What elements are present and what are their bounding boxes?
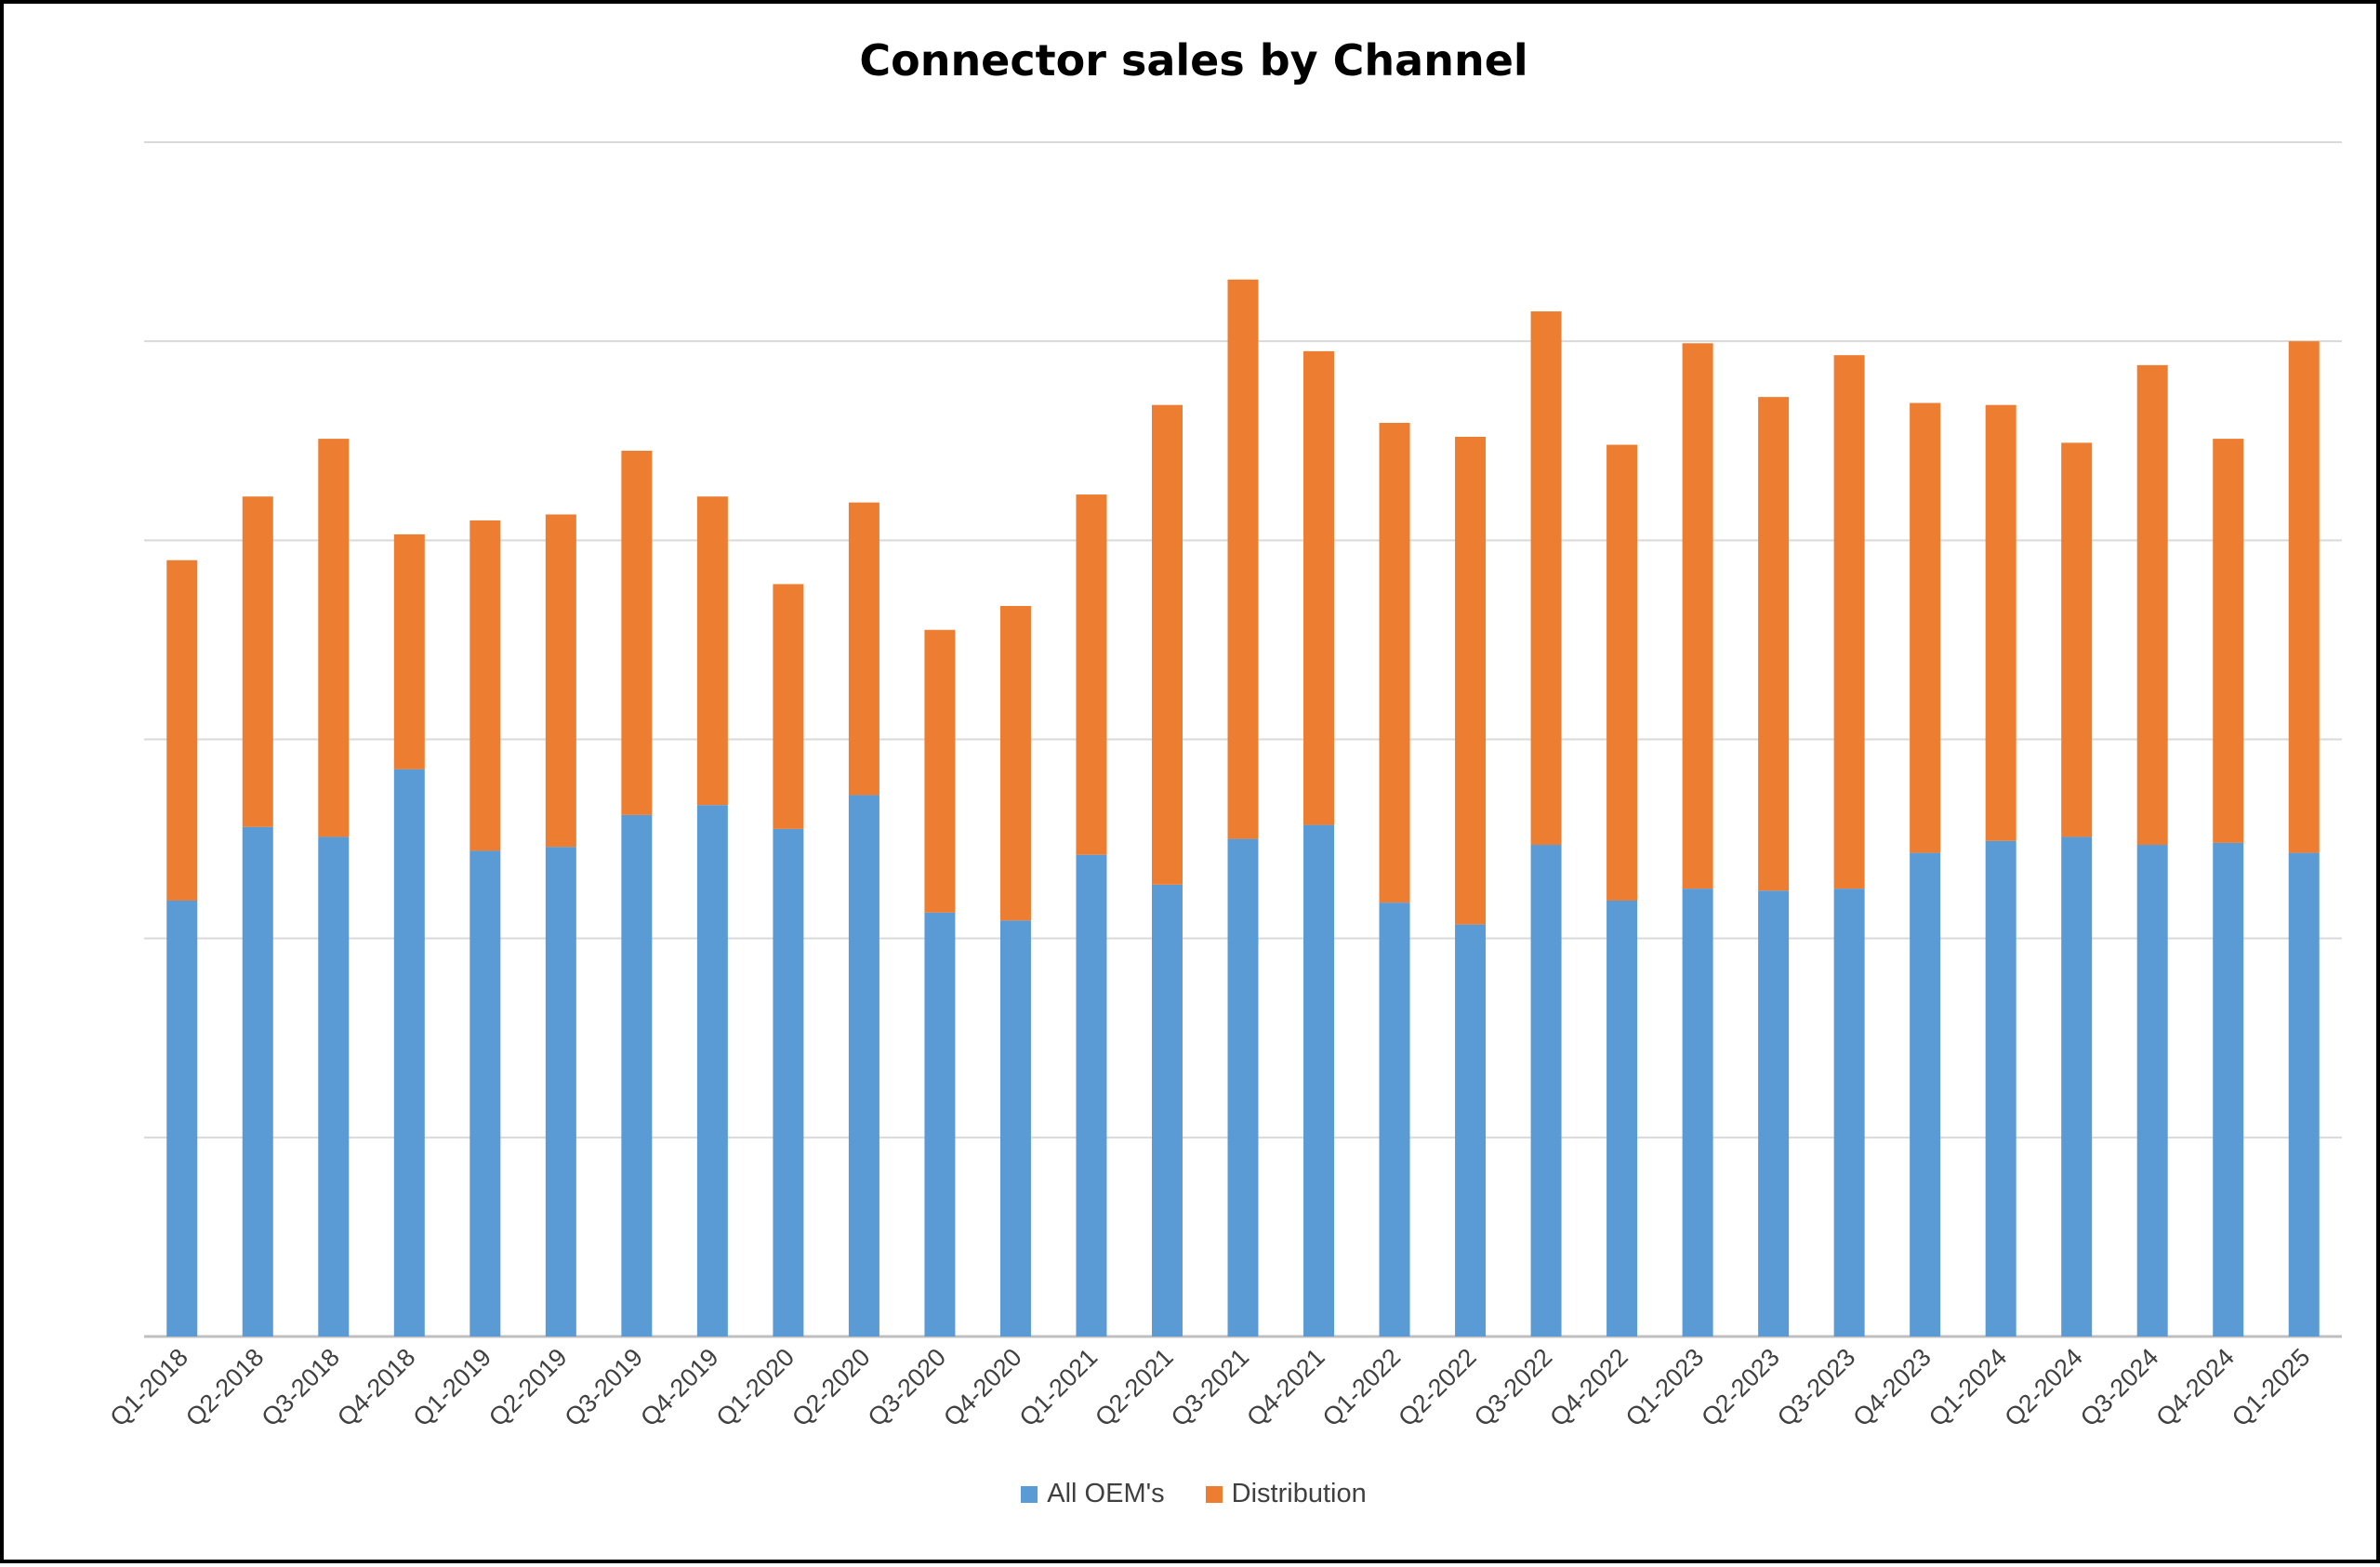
bar-distribution-q2-2022 — [1455, 436, 1487, 925]
bar-distribution-q3-2024 — [2136, 364, 2168, 846]
legend-label-oem: All OEM's — [1047, 1479, 1165, 1508]
bar-distribution-q1-2022 — [1379, 422, 1410, 903]
x-tick-label: Q3-2021 — [1166, 1343, 1255, 1432]
bar-distribution-q1-2021 — [1076, 494, 1107, 855]
x-tick-label: Q2-2023 — [1696, 1343, 1785, 1432]
bar-distribution-q1-2024 — [1985, 404, 2016, 841]
plot-area: Q1-2018Q2-2018Q3-2018Q4-2018Q1-2019Q2-20… — [104, 141, 2342, 1432]
x-tick-label: Q2-2024 — [1999, 1343, 2088, 1432]
bar-oem-q1-2024 — [1985, 840, 2016, 1337]
bar-distribution-q3-2022 — [1530, 311, 1562, 846]
bar-distribution-q2-2020 — [848, 502, 879, 796]
bar-oem-q3-2019 — [621, 814, 653, 1337]
bar-oem-q1-2022 — [1379, 902, 1410, 1337]
x-tick-label: Q2-2018 — [180, 1343, 270, 1432]
x-tick-label: Q2-2021 — [1090, 1343, 1179, 1432]
x-tick-label: Q4-2022 — [1544, 1343, 1633, 1432]
bar-oem-q2-2018 — [242, 826, 273, 1337]
legend-label-distribution: Distribution — [1231, 1479, 1367, 1508]
bar-oem-q3-2020 — [924, 912, 956, 1337]
bar-oem-q1-2023 — [1682, 889, 1713, 1337]
bar-distribution-q1-2025 — [2288, 341, 2320, 853]
chart-title: Connector sales by Channel — [859, 35, 1528, 86]
x-tick-label: Q3-2020 — [863, 1343, 952, 1432]
bar-oem-q4-2018 — [393, 769, 425, 1337]
bar-oem-q3-2022 — [1530, 845, 1562, 1337]
bar-oem-q2-2019 — [545, 847, 576, 1337]
x-tick-label: Q1-2023 — [1620, 1343, 1710, 1432]
bar-distribution-q1-2020 — [773, 584, 804, 829]
bar-oem-q4-2021 — [1303, 824, 1335, 1337]
x-tick-label: Q3-2023 — [1772, 1343, 1861, 1432]
legend-swatch-distribution — [1205, 1485, 1223, 1503]
bar-distribution-q4-2020 — [999, 606, 1031, 921]
bar-distribution-q2-2024 — [2061, 442, 2093, 837]
x-tick-label: Q2-2019 — [483, 1343, 573, 1432]
x-tick-label: Q1-2022 — [1317, 1343, 1407, 1432]
bar-oem-q3-2018 — [318, 836, 350, 1337]
legend-item-distribution[interactable]: Distribution — [1205, 1479, 1367, 1509]
bar-oem-q1-2019 — [469, 850, 501, 1337]
bar-oem-q1-2020 — [773, 828, 804, 1337]
bar-distribution-q1-2019 — [469, 520, 501, 851]
bar-oem-q3-2023 — [1833, 889, 1865, 1337]
x-tick-label: Q4-2024 — [2150, 1343, 2240, 1432]
x-tick-label: Q4-2021 — [1241, 1343, 1330, 1432]
bar-oem-q1-2021 — [1076, 854, 1107, 1337]
bar-oem-q1-2018 — [166, 900, 198, 1337]
x-tick-label: Q1-2020 — [711, 1343, 800, 1432]
x-tick-label: Q3-2018 — [257, 1343, 346, 1432]
bar-oem-q2-2022 — [1455, 924, 1487, 1337]
bar-distribution-q2-2018 — [242, 496, 273, 827]
x-tick-label: Q1-2019 — [408, 1343, 497, 1432]
x-tick-label: Q4-2023 — [1847, 1343, 1937, 1432]
x-tick-label: Q1-2024 — [1924, 1343, 2013, 1432]
bar-distribution-q4-2023 — [1910, 402, 1941, 853]
bar-distribution-q3-2018 — [318, 439, 350, 837]
bar-distribution-q3-2019 — [621, 450, 653, 815]
x-tick-label: Q4-2019 — [635, 1343, 724, 1432]
bar-oem-q4-2022 — [1606, 900, 1638, 1337]
bar-distribution-q1-2023 — [1682, 343, 1713, 889]
bar-distribution-q1-2018 — [166, 560, 198, 901]
bar-oem-q2-2023 — [1758, 890, 1790, 1337]
bar-distribution-q3-2023 — [1833, 355, 1865, 889]
bar-oem-q3-2021 — [1227, 838, 1259, 1337]
legend: All OEM's Distribution — [4, 1479, 2380, 1509]
x-tick-label: Q1-2018 — [104, 1343, 193, 1432]
x-tick-label: Q4-2018 — [332, 1343, 421, 1432]
bar-distribution-q4-2018 — [393, 533, 425, 770]
x-tick-label: Q4-2020 — [938, 1343, 1027, 1432]
bar-oem-q2-2021 — [1151, 884, 1183, 1337]
x-tick-label: Q1-2025 — [2227, 1343, 2316, 1432]
bar-distribution-q2-2019 — [545, 514, 576, 848]
bar-distribution-q3-2021 — [1227, 279, 1259, 839]
bar-distribution-q4-2021 — [1303, 350, 1335, 825]
bar-oem-q4-2024 — [2213, 842, 2244, 1337]
bar-oem-q4-2020 — [999, 920, 1031, 1337]
bar-distribution-q3-2020 — [924, 629, 956, 913]
bar-oem-q4-2023 — [1910, 852, 1941, 1337]
x-tick-label: Q3-2019 — [560, 1343, 649, 1432]
bar-distribution-q4-2022 — [1606, 444, 1638, 901]
x-tick-label: Q2-2020 — [787, 1343, 876, 1432]
bar-distribution-q4-2019 — [696, 496, 728, 806]
x-tick-label: Q3-2024 — [2075, 1343, 2164, 1432]
bar-oem-q2-2020 — [848, 795, 879, 1337]
bar-distribution-q4-2024 — [2213, 439, 2244, 843]
x-tick-label: Q1-2021 — [1014, 1343, 1104, 1432]
bar-oem-q2-2024 — [2061, 836, 2093, 1337]
bar-oem-q3-2024 — [2136, 845, 2168, 1337]
x-tick-label: Q2-2022 — [1393, 1343, 1482, 1432]
bar-oem-q1-2025 — [2288, 852, 2320, 1337]
bar-distribution-q2-2023 — [1758, 397, 1790, 891]
legend-swatch-oem — [1021, 1485, 1038, 1503]
bar-distribution-q2-2021 — [1151, 404, 1183, 885]
legend-item-oem[interactable]: All OEM's — [1021, 1479, 1165, 1509]
bar-oem-q4-2019 — [696, 805, 728, 1337]
x-tick-label: Q3-2022 — [1469, 1343, 1558, 1432]
